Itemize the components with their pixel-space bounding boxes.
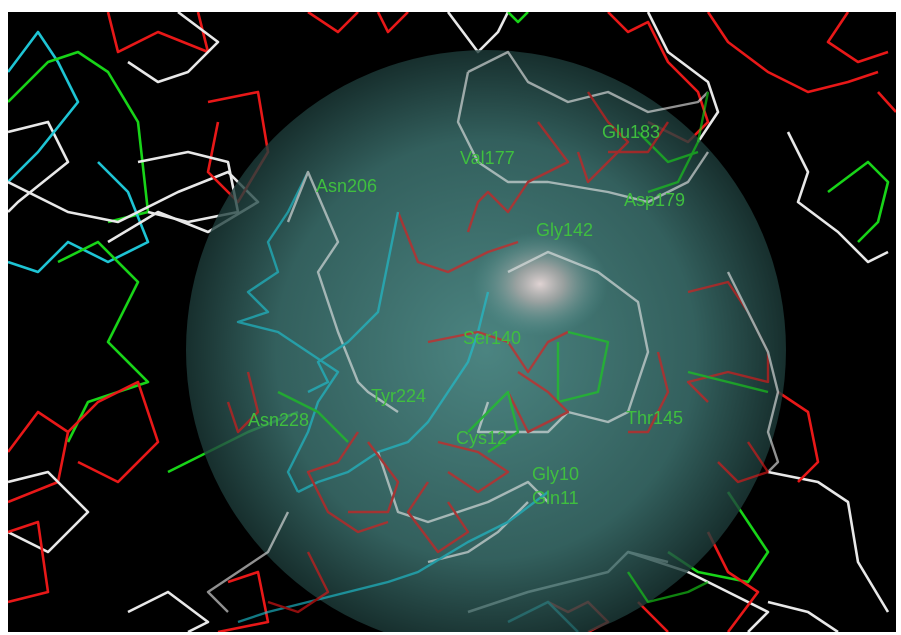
backbone-trace-red (267, 551, 330, 614)
protein-backbone-scene: Val177 Glu183 Asn206 Asp179 Gly142 Ser14… (8, 12, 896, 632)
backbone-trace-red (106, 12, 210, 54)
backbone-trace-red (427, 330, 569, 374)
backbone-trace-white (127, 12, 220, 84)
backbone-trace-green (667, 491, 770, 584)
backbone-trace-red (826, 12, 889, 64)
label-glu183: Glu183 (602, 122, 660, 142)
sphere-highlight (472, 232, 608, 336)
backbone-trace-red (376, 12, 409, 34)
backbone-trace-green (8, 50, 150, 224)
backbone-trace-red (637, 601, 669, 632)
backbone-trace-white (467, 50, 709, 114)
backbone-trace-red (608, 121, 669, 154)
backbone-trace-green (637, 131, 699, 164)
backbone-trace-white (376, 451, 549, 524)
backbone-trace-green (647, 91, 710, 194)
backbone-trace-red (466, 121, 570, 233)
backbone-trace-red (348, 441, 400, 514)
residue-labels: Val177 Glu183 Asn206 Asp179 Gly142 Ser14… (248, 122, 685, 508)
backbone-trace-green (277, 390, 349, 443)
backbone-chains-front (206, 50, 780, 624)
backbone-trace-red (877, 91, 896, 113)
binding-pocket-sphere (186, 50, 786, 632)
backbone-trace-cyan (8, 161, 150, 274)
backbone-trace-white (767, 470, 890, 613)
backbone-trace-white (286, 170, 399, 413)
backbone-trace-white (786, 131, 889, 264)
backbone-trace-white (456, 71, 709, 204)
backbone-trace-red (406, 481, 470, 554)
label-tyr224: Tyr224 (371, 386, 426, 406)
backbone-trace-white (476, 250, 650, 434)
backbone-trace-green (507, 12, 529, 24)
backbone-trace-green (556, 330, 610, 404)
backbone-trace-cyan (307, 211, 400, 394)
label-gly142: Gly142 (536, 220, 593, 240)
backbone-trace-red (777, 390, 820, 483)
backbone-trace-green (467, 390, 520, 453)
backbone-trace-white (8, 470, 90, 554)
backbone-trace-white (726, 271, 780, 473)
backbone-trace-red (307, 12, 359, 34)
backbone-trace-cyan (297, 291, 490, 494)
backbone-trace-red (717, 441, 770, 484)
label-asn228: Asn228 (248, 410, 309, 430)
backbone-trace-red (8, 410, 70, 504)
label-thr145: Thr145 (626, 408, 683, 428)
label-val177: Val177 (460, 148, 515, 168)
backbone-trace-cyan (237, 491, 549, 624)
backbone-trace-red (396, 211, 519, 274)
label-asp179: Asp179 (624, 190, 685, 210)
backbone-trace-red (217, 570, 270, 632)
backbone-trace-white (137, 150, 240, 224)
backbone-trace-red (628, 351, 670, 434)
backbone-trace-green (627, 571, 709, 604)
backbone-trace-red (506, 371, 570, 434)
backbone-trace-white (127, 590, 210, 632)
label-asn206: Asn206 (316, 176, 377, 196)
backbone-trace-white (446, 12, 510, 54)
backbone-trace-red (226, 371, 260, 434)
backbone-trace-green (57, 240, 150, 443)
backbone-trace-white (767, 600, 839, 632)
backbone-trace-green (827, 160, 890, 243)
backbone-trace-cyan (236, 171, 340, 493)
backbone-trace-red (8, 520, 50, 604)
backbone-trace-red (67, 380, 160, 484)
backbone-trace-cyan (8, 30, 80, 183)
molecule-viewport[interactable]: Val177 Glu183 Asn206 Asp179 Gly142 Ser14… (8, 12, 896, 632)
backbone-trace-green (687, 370, 769, 394)
backbone-trace-white (646, 12, 720, 143)
backbone-trace-white (8, 120, 70, 213)
backbone-trace-white (206, 511, 290, 613)
backbone-trace-red (706, 531, 760, 632)
backbone-trace-red (706, 12, 879, 94)
backbone-trace-red (576, 91, 630, 184)
backbone-trace-red (306, 431, 389, 534)
label-ser140: Ser140 (463, 328, 521, 348)
label-gly10: Gly10 (532, 464, 579, 484)
backbone-trace-red (686, 280, 770, 403)
label-gln11: Gln11 (532, 488, 579, 508)
label-cys12: Cys12 (456, 428, 507, 448)
backbone-trace-red (437, 440, 510, 494)
